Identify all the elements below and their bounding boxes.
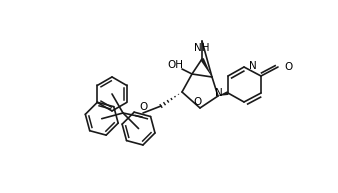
- Text: N: N: [215, 88, 223, 98]
- Text: OH: OH: [167, 60, 183, 70]
- Text: O: O: [194, 97, 202, 107]
- Text: N: N: [249, 61, 257, 71]
- Text: O: O: [140, 102, 148, 112]
- Text: NH: NH: [194, 43, 210, 53]
- Text: O: O: [284, 62, 292, 72]
- Polygon shape: [218, 91, 228, 96]
- Polygon shape: [200, 58, 212, 77]
